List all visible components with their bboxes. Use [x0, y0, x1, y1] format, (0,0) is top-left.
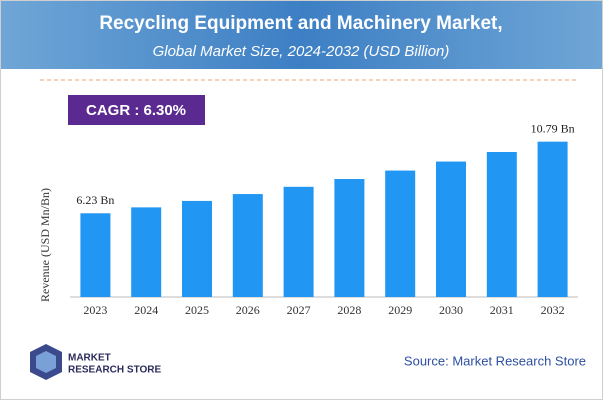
bar — [283, 186, 314, 297]
bar — [182, 200, 212, 297]
bar — [486, 152, 517, 297]
bar — [537, 141, 568, 297]
bar — [131, 207, 162, 297]
source: Source: Market Research Store — [404, 353, 586, 368]
x-tick-label: 2029 — [388, 303, 412, 317]
chart-title: Recycling Equipment and Machinery Market… — [99, 13, 502, 34]
cagr-text: CAGR : 6.30% — [86, 102, 186, 119]
cagr-box — [68, 95, 205, 125]
logo-mark-inner — [36, 351, 56, 373]
data-label: 6.23 Bn — [76, 193, 114, 207]
bar — [80, 213, 111, 297]
x-tick-label: 2032 — [541, 303, 565, 317]
bar — [232, 194, 263, 297]
bar — [385, 170, 416, 297]
x-tick-label: 2025 — [185, 303, 209, 317]
bar — [334, 179, 365, 297]
bar — [436, 161, 466, 297]
x-tick-label: 2023 — [83, 303, 107, 317]
x-tick-label: 2027 — [287, 303, 311, 317]
header-band — [1, 1, 602, 69]
logo: MARKET RESEARCH STORE — [30, 344, 161, 380]
x-tick-label: 2026 — [236, 303, 260, 317]
x-tick-label: 2028 — [337, 303, 361, 317]
x-tick-label: 2024 — [134, 303, 158, 317]
logo-text: MARKET — [68, 353, 111, 364]
data-label: 10.79 Bn — [531, 121, 575, 135]
chart-subtitle: Global Market Size, 2024-2032 (USD Billi… — [153, 43, 450, 60]
x-tick-label: 2030 — [439, 303, 463, 317]
x-tick-label: 2031 — [490, 303, 514, 317]
logo-text: RESEARCH STORE — [68, 365, 161, 376]
y-axis-label: Revenue (USD Mn/Bn) — [38, 188, 52, 302]
